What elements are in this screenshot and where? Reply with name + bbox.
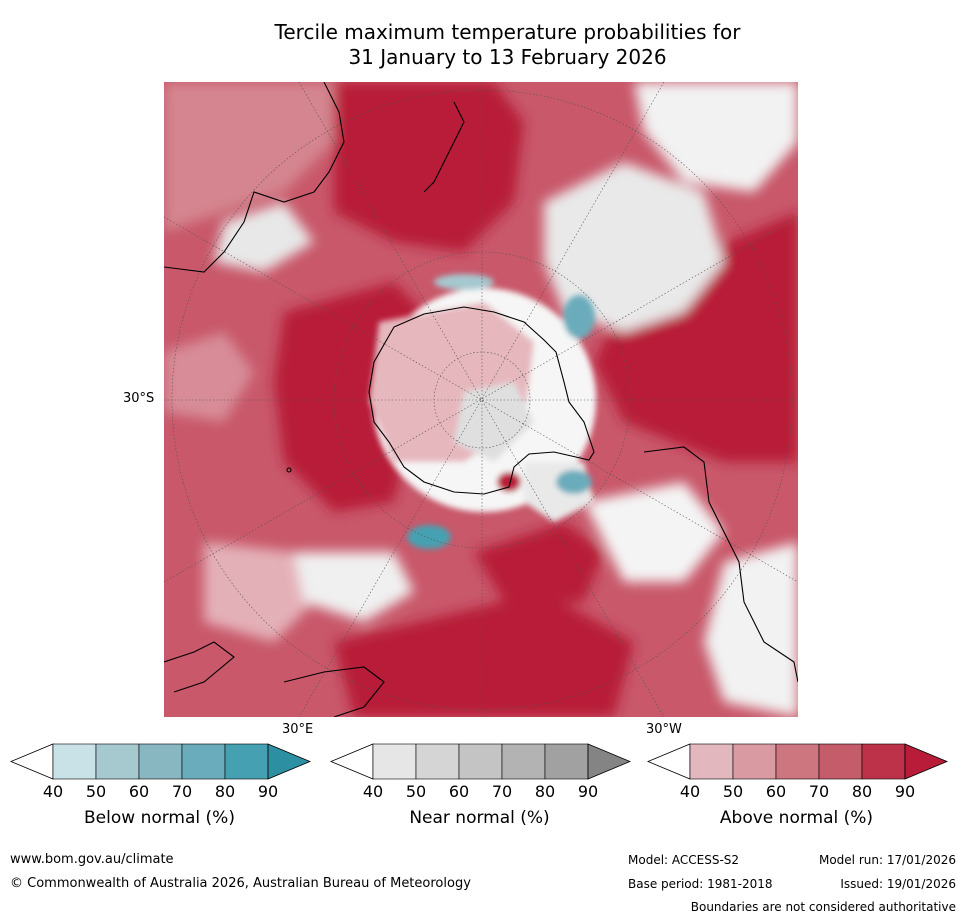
antarctica-coast [368, 306, 595, 495]
tick-label: 50 [405, 782, 427, 801]
below-normal-swatch-high [267, 743, 311, 780]
tick-label: 40 [679, 782, 701, 801]
probability-fields [164, 82, 798, 717]
near-normal-swatch-70 [501, 743, 546, 780]
above-normal-swatch-40 [689, 743, 734, 780]
tick-label: 60 [765, 782, 787, 801]
tick-label: 80 [534, 782, 556, 801]
above-normal-title: Above normal (%) [719, 808, 874, 828]
model-text: Model: ACCESS-S2 [628, 853, 740, 867]
tick-label: 40 [42, 782, 64, 801]
above-normal-swatch-low [647, 743, 691, 780]
australia-coast [164, 82, 345, 273]
tick-label: 90 [894, 782, 916, 801]
above-normal-swatch-60 [775, 743, 820, 780]
tick-label: 70 [171, 782, 193, 801]
near-normal-title: Near normal (%) [409, 808, 550, 828]
madagascar-coast [283, 666, 385, 717]
above-normal-colorbar [647, 743, 948, 780]
tick-label: 60 [128, 782, 150, 801]
tick-label: 50 [722, 782, 744, 801]
website-link[interactable]: www.bom.gov.au/climate [10, 852, 174, 867]
below-normal-colorbar [10, 743, 311, 780]
model-run-text: Model run: 17/01/2026 [818, 853, 956, 867]
tick-label: 60 [448, 782, 470, 801]
map-title: Tercile maximum temperature probabilitie… [0, 20, 965, 70]
near-normal-colorbar [330, 743, 631, 780]
near-normal-swatch-50 [415, 743, 460, 780]
below-normal-swatch-70 [181, 743, 226, 780]
below-normal-swatch-low [10, 743, 54, 780]
coastlines [164, 82, 798, 717]
south-america-coast [643, 446, 798, 683]
tick-label: 90 [257, 782, 279, 801]
longitude-label-east: 30°E [282, 722, 314, 737]
above-normal-swatch-80 [861, 743, 906, 780]
above-normal-swatch-70 [818, 743, 863, 780]
map-canvas [164, 82, 798, 717]
title-line-2: 31 January to 13 February 2026 [348, 45, 667, 69]
near-normal-swatch-40 [372, 743, 417, 780]
near-normal-swatch-low [330, 743, 374, 780]
below-normal-swatch-40 [52, 743, 97, 780]
title-line-1: Tercile maximum temperature probabilitie… [274, 20, 741, 44]
latitude-label: 30°S [123, 391, 155, 406]
near-normal-swatch-high [587, 743, 631, 780]
below-normal-swatch-50 [95, 743, 140, 780]
tick-label: 70 [491, 782, 513, 801]
tick-label: 80 [851, 782, 873, 801]
near-normal-swatch-60 [458, 743, 503, 780]
base-period-text: Base period: 1981-2018 [628, 877, 773, 891]
new-zealand-coast [423, 101, 465, 193]
tick-label: 50 [85, 782, 107, 801]
issued-text: Issued: 19/01/2026 [840, 877, 956, 891]
below-normal-title: Below normal (%) [84, 808, 235, 828]
below-normal-swatch-80 [224, 743, 269, 780]
longitude-label-west: 30°W [646, 722, 682, 737]
tick-label: 90 [577, 782, 599, 801]
copyright-text: © Commonwealth of Australia 2026, Austra… [10, 876, 471, 891]
near-normal-swatch-80 [544, 743, 589, 780]
above-normal-swatch-high [904, 743, 948, 780]
disclaimer-text: Boundaries are not considered authoritat… [690, 900, 956, 914]
above-normal-swatch-50 [732, 743, 777, 780]
tick-label: 70 [808, 782, 830, 801]
tick-label: 40 [362, 782, 384, 801]
tick-label: 80 [214, 782, 236, 801]
probability-map [164, 82, 798, 717]
africa-coast [164, 641, 235, 693]
below-normal-swatch-60 [138, 743, 183, 780]
graticule [164, 82, 798, 717]
